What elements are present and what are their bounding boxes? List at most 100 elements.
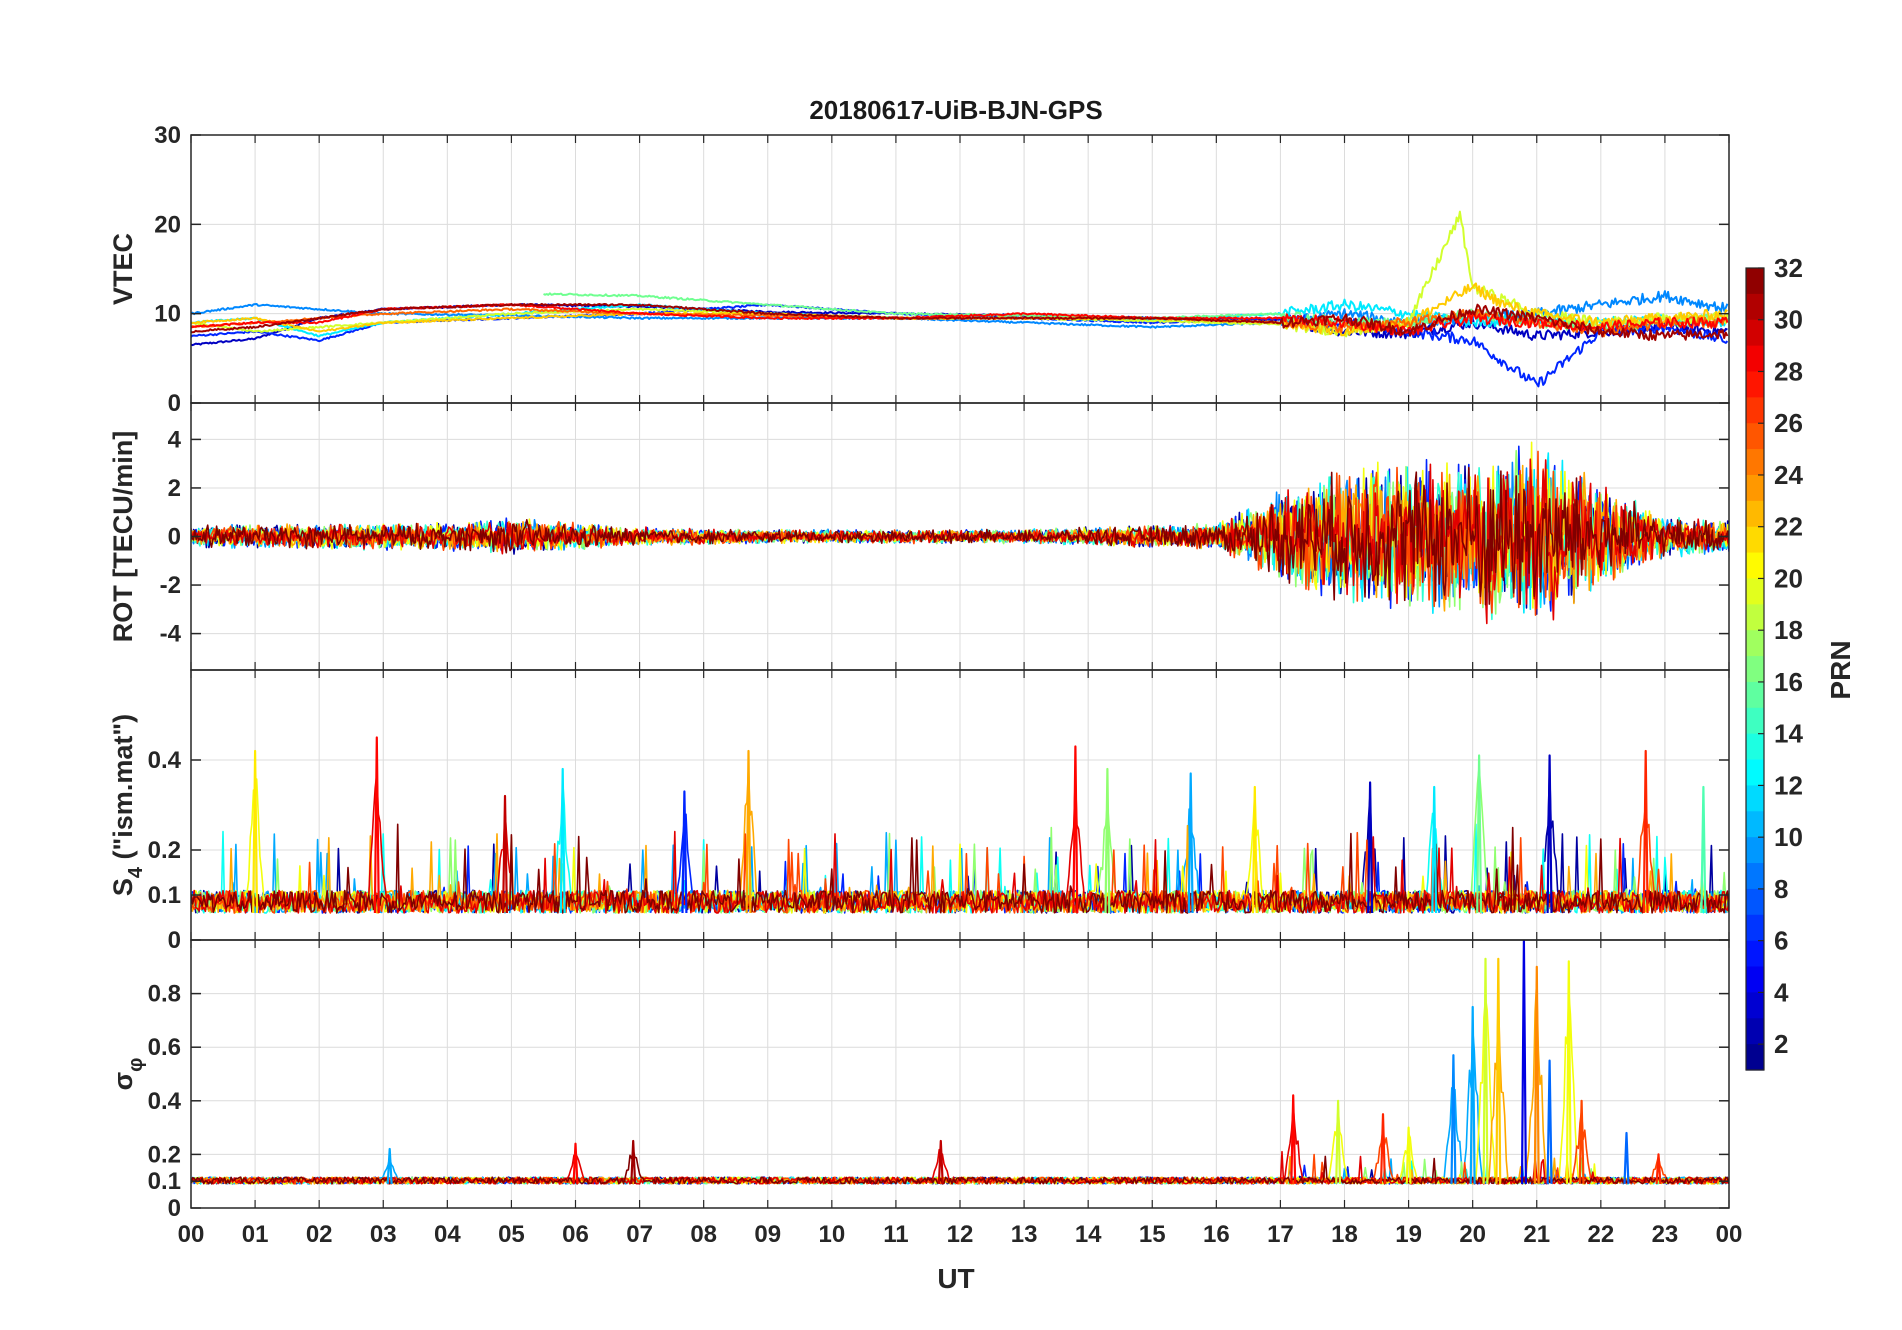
colorbar-tick-label: 14 [1774, 719, 1803, 749]
colorbar-segment [1746, 1044, 1764, 1071]
colorbar-segment [1746, 423, 1764, 450]
x-tick-label: 11 [883, 1221, 908, 1248]
sigphi-spike [1469, 1005, 1476, 1184]
sigphi-spike [1335, 1099, 1342, 1184]
y-axis-label-sigphi: σφ [108, 1058, 147, 1091]
colorbar-segment [1746, 552, 1764, 580]
colorbar-segment [1746, 397, 1764, 424]
y-tick-label: -2 [160, 572, 181, 599]
y-axis-label-rot: ROT [TECU/min] [108, 431, 138, 642]
colorbar-segment [1746, 526, 1764, 554]
colorbar-segment [1746, 293, 1764, 321]
colorbar-tick-label: 2 [1774, 1029, 1788, 1059]
x-tick-label: 05 [498, 1221, 525, 1248]
x-tick-label: 06 [562, 1221, 589, 1248]
y-tick-label: 0 [168, 1195, 181, 1222]
colorbar-segment [1746, 759, 1764, 787]
sigphi-spike [1546, 1059, 1553, 1184]
x-tick-label: 18 [1331, 1221, 1358, 1248]
x-tick-label: 01 [242, 1221, 269, 1248]
x-tick-label: 20 [1459, 1221, 1486, 1248]
sigphi-spike [1450, 1054, 1457, 1184]
chart-title: 20180617-UiB-BJN-GPS [809, 95, 1102, 125]
colorbar-tick-label: 30 [1774, 305, 1803, 335]
s4-line-prn-32 [191, 823, 1729, 914]
y-tick-label: 0.8 [148, 981, 181, 1008]
y-tick-label: 0.4 [148, 747, 182, 774]
x-tick-label: 03 [370, 1221, 397, 1248]
x-tick-label: 00 [1716, 1221, 1743, 1248]
colorbar-segment [1746, 811, 1764, 838]
y-tick-label: 2 [168, 475, 181, 502]
colorbar-tick-label: 26 [1774, 408, 1803, 438]
y-tick-label: 0 [168, 927, 181, 954]
sigphi-spike [1405, 1126, 1412, 1184]
colorbar-segment [1746, 604, 1764, 631]
colorbar-segment [1746, 656, 1764, 683]
x-tick-label: 09 [754, 1221, 781, 1248]
x-tick-label: 12 [947, 1221, 974, 1248]
x-tick-label: 17 [1267, 1221, 1294, 1248]
s4-spike [681, 790, 688, 914]
s4-spike [373, 736, 380, 914]
x-tick-label: 19 [1395, 1221, 1422, 1248]
colorbar-segment [1746, 681, 1764, 709]
s4-spike [502, 794, 508, 914]
series-vtec [191, 210, 1729, 388]
s4-line-prn-26 [191, 800, 1729, 914]
y-tick-label: 0.4 [148, 1088, 182, 1115]
colorbar-segment [1746, 268, 1764, 295]
y-tick-label: 0.2 [148, 837, 181, 864]
colorbar-segment [1746, 888, 1764, 916]
y-tick-label: 10 [154, 301, 181, 328]
rot-line-prn-26 [191, 450, 1729, 616]
x-tick-label: 22 [1587, 1221, 1614, 1248]
colorbar-tick-label: 22 [1774, 512, 1803, 542]
colorbar-segment [1746, 345, 1764, 373]
x-tick-label: 08 [690, 1221, 717, 1248]
x-tick-label: 15 [1139, 1221, 1166, 1248]
colorbar-segment [1746, 474, 1764, 502]
colorbar-segment [1746, 785, 1764, 812]
y-tick-label: 4 [168, 426, 182, 453]
x-tick-label: 13 [1011, 1221, 1038, 1248]
sigphi-spike [1379, 1113, 1386, 1184]
y-tick-label: 30 [154, 122, 181, 149]
colorbar-segment [1746, 733, 1764, 761]
sigphi-spike [1533, 965, 1540, 1184]
s4-spike [1072, 745, 1079, 914]
colorbar-frame [1745, 267, 1765, 1071]
colorbar-segment [1746, 863, 1764, 890]
colorbar-segment [1746, 630, 1764, 657]
colorbar-tick-label: 32 [1774, 253, 1803, 283]
sigphi-spike [1623, 1131, 1630, 1184]
y-tick-label: 0 [168, 524, 181, 551]
s4-spike [1476, 754, 1483, 914]
x-tick-label: 16 [1203, 1221, 1230, 1248]
s4-spike [1187, 772, 1194, 914]
s4-spike [1367, 781, 1374, 914]
colorbar-segment [1746, 940, 1764, 968]
series-sigphi [191, 940, 1729, 1185]
s4-spike [1546, 754, 1553, 914]
s4-spike [745, 749, 752, 914]
x-tick-label: 07 [626, 1221, 653, 1248]
panel-sigphi: 00.10.2 0.4 0.6 0.8 00 01 02 03 04 05 06 07 08 09 10 11… [108, 939, 1743, 1248]
series-s4 [191, 736, 1729, 914]
sigphi-line-prn-23 [191, 980, 1729, 1185]
sigphi-spike [630, 1139, 637, 1184]
y-tick-label: -4 [160, 621, 182, 648]
colorbar-tick-label: 28 [1774, 356, 1803, 386]
colorbar-segment [1746, 966, 1764, 993]
sigphi-spike [937, 1139, 944, 1184]
colorbar-segment [1746, 1018, 1764, 1045]
y-tick-label: 0.1 [148, 1168, 181, 1195]
y-axis-label-s4: S4 ("ism.mat") [108, 714, 147, 896]
colorbar-tick-label: 6 [1774, 926, 1788, 956]
y-tick-label: 0.2 [148, 1141, 181, 1168]
colorbar-tick-label: 12 [1774, 770, 1803, 800]
x-axis-label: UT [937, 1263, 974, 1294]
